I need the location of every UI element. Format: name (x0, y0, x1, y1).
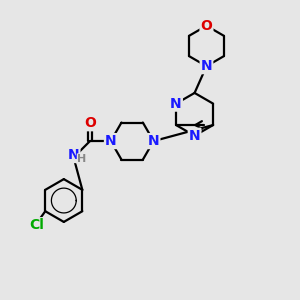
Text: O: O (200, 19, 212, 33)
Text: N: N (148, 134, 159, 148)
Text: N: N (189, 129, 200, 143)
Text: N: N (68, 148, 80, 162)
Text: H: H (77, 154, 87, 164)
Text: N: N (201, 59, 212, 73)
Text: N: N (105, 134, 117, 148)
Text: N: N (170, 97, 182, 111)
Text: Cl: Cl (29, 218, 44, 232)
Text: O: O (84, 116, 96, 130)
